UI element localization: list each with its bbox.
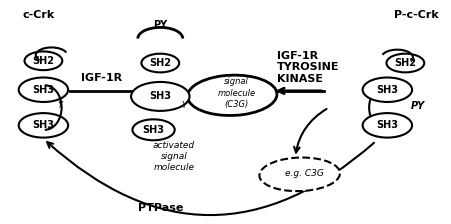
- Text: PTPase: PTPase: [138, 203, 183, 213]
- Circle shape: [142, 54, 179, 72]
- Text: activated
signal
molecule: activated signal molecule: [153, 141, 195, 172]
- Text: signal
molecule
(C3G): signal molecule (C3G): [218, 78, 256, 109]
- Text: SH3: SH3: [32, 120, 55, 130]
- Text: IGF-1R
TYROSINE
KINASE: IGF-1R TYROSINE KINASE: [277, 51, 340, 84]
- Circle shape: [24, 52, 62, 70]
- Text: PY: PY: [153, 20, 167, 30]
- Circle shape: [363, 113, 412, 138]
- Circle shape: [133, 119, 175, 140]
- Circle shape: [18, 113, 68, 138]
- Text: SH3: SH3: [143, 125, 165, 135]
- Text: Y: Y: [181, 101, 186, 110]
- Text: SH3: SH3: [377, 85, 398, 95]
- Ellipse shape: [259, 157, 340, 191]
- Text: SH3: SH3: [149, 91, 171, 101]
- Circle shape: [363, 78, 412, 102]
- Text: e.g. C3G: e.g. C3G: [285, 169, 324, 178]
- Text: P-c-Crk: P-c-Crk: [394, 10, 439, 19]
- Text: Y: Y: [58, 101, 63, 110]
- Text: PY: PY: [411, 101, 425, 111]
- Text: SH2: SH2: [32, 56, 55, 66]
- Text: c-Crk: c-Crk: [23, 10, 55, 19]
- Text: SH2: SH2: [394, 58, 416, 68]
- Text: SH2: SH2: [149, 58, 171, 68]
- FancyArrowPatch shape: [47, 142, 374, 215]
- Text: SH3: SH3: [377, 120, 398, 130]
- Circle shape: [387, 54, 424, 72]
- Text: SH3: SH3: [32, 85, 55, 95]
- Circle shape: [18, 78, 68, 102]
- Ellipse shape: [188, 75, 277, 116]
- Text: IGF-1R: IGF-1R: [81, 73, 122, 83]
- Circle shape: [131, 82, 189, 111]
